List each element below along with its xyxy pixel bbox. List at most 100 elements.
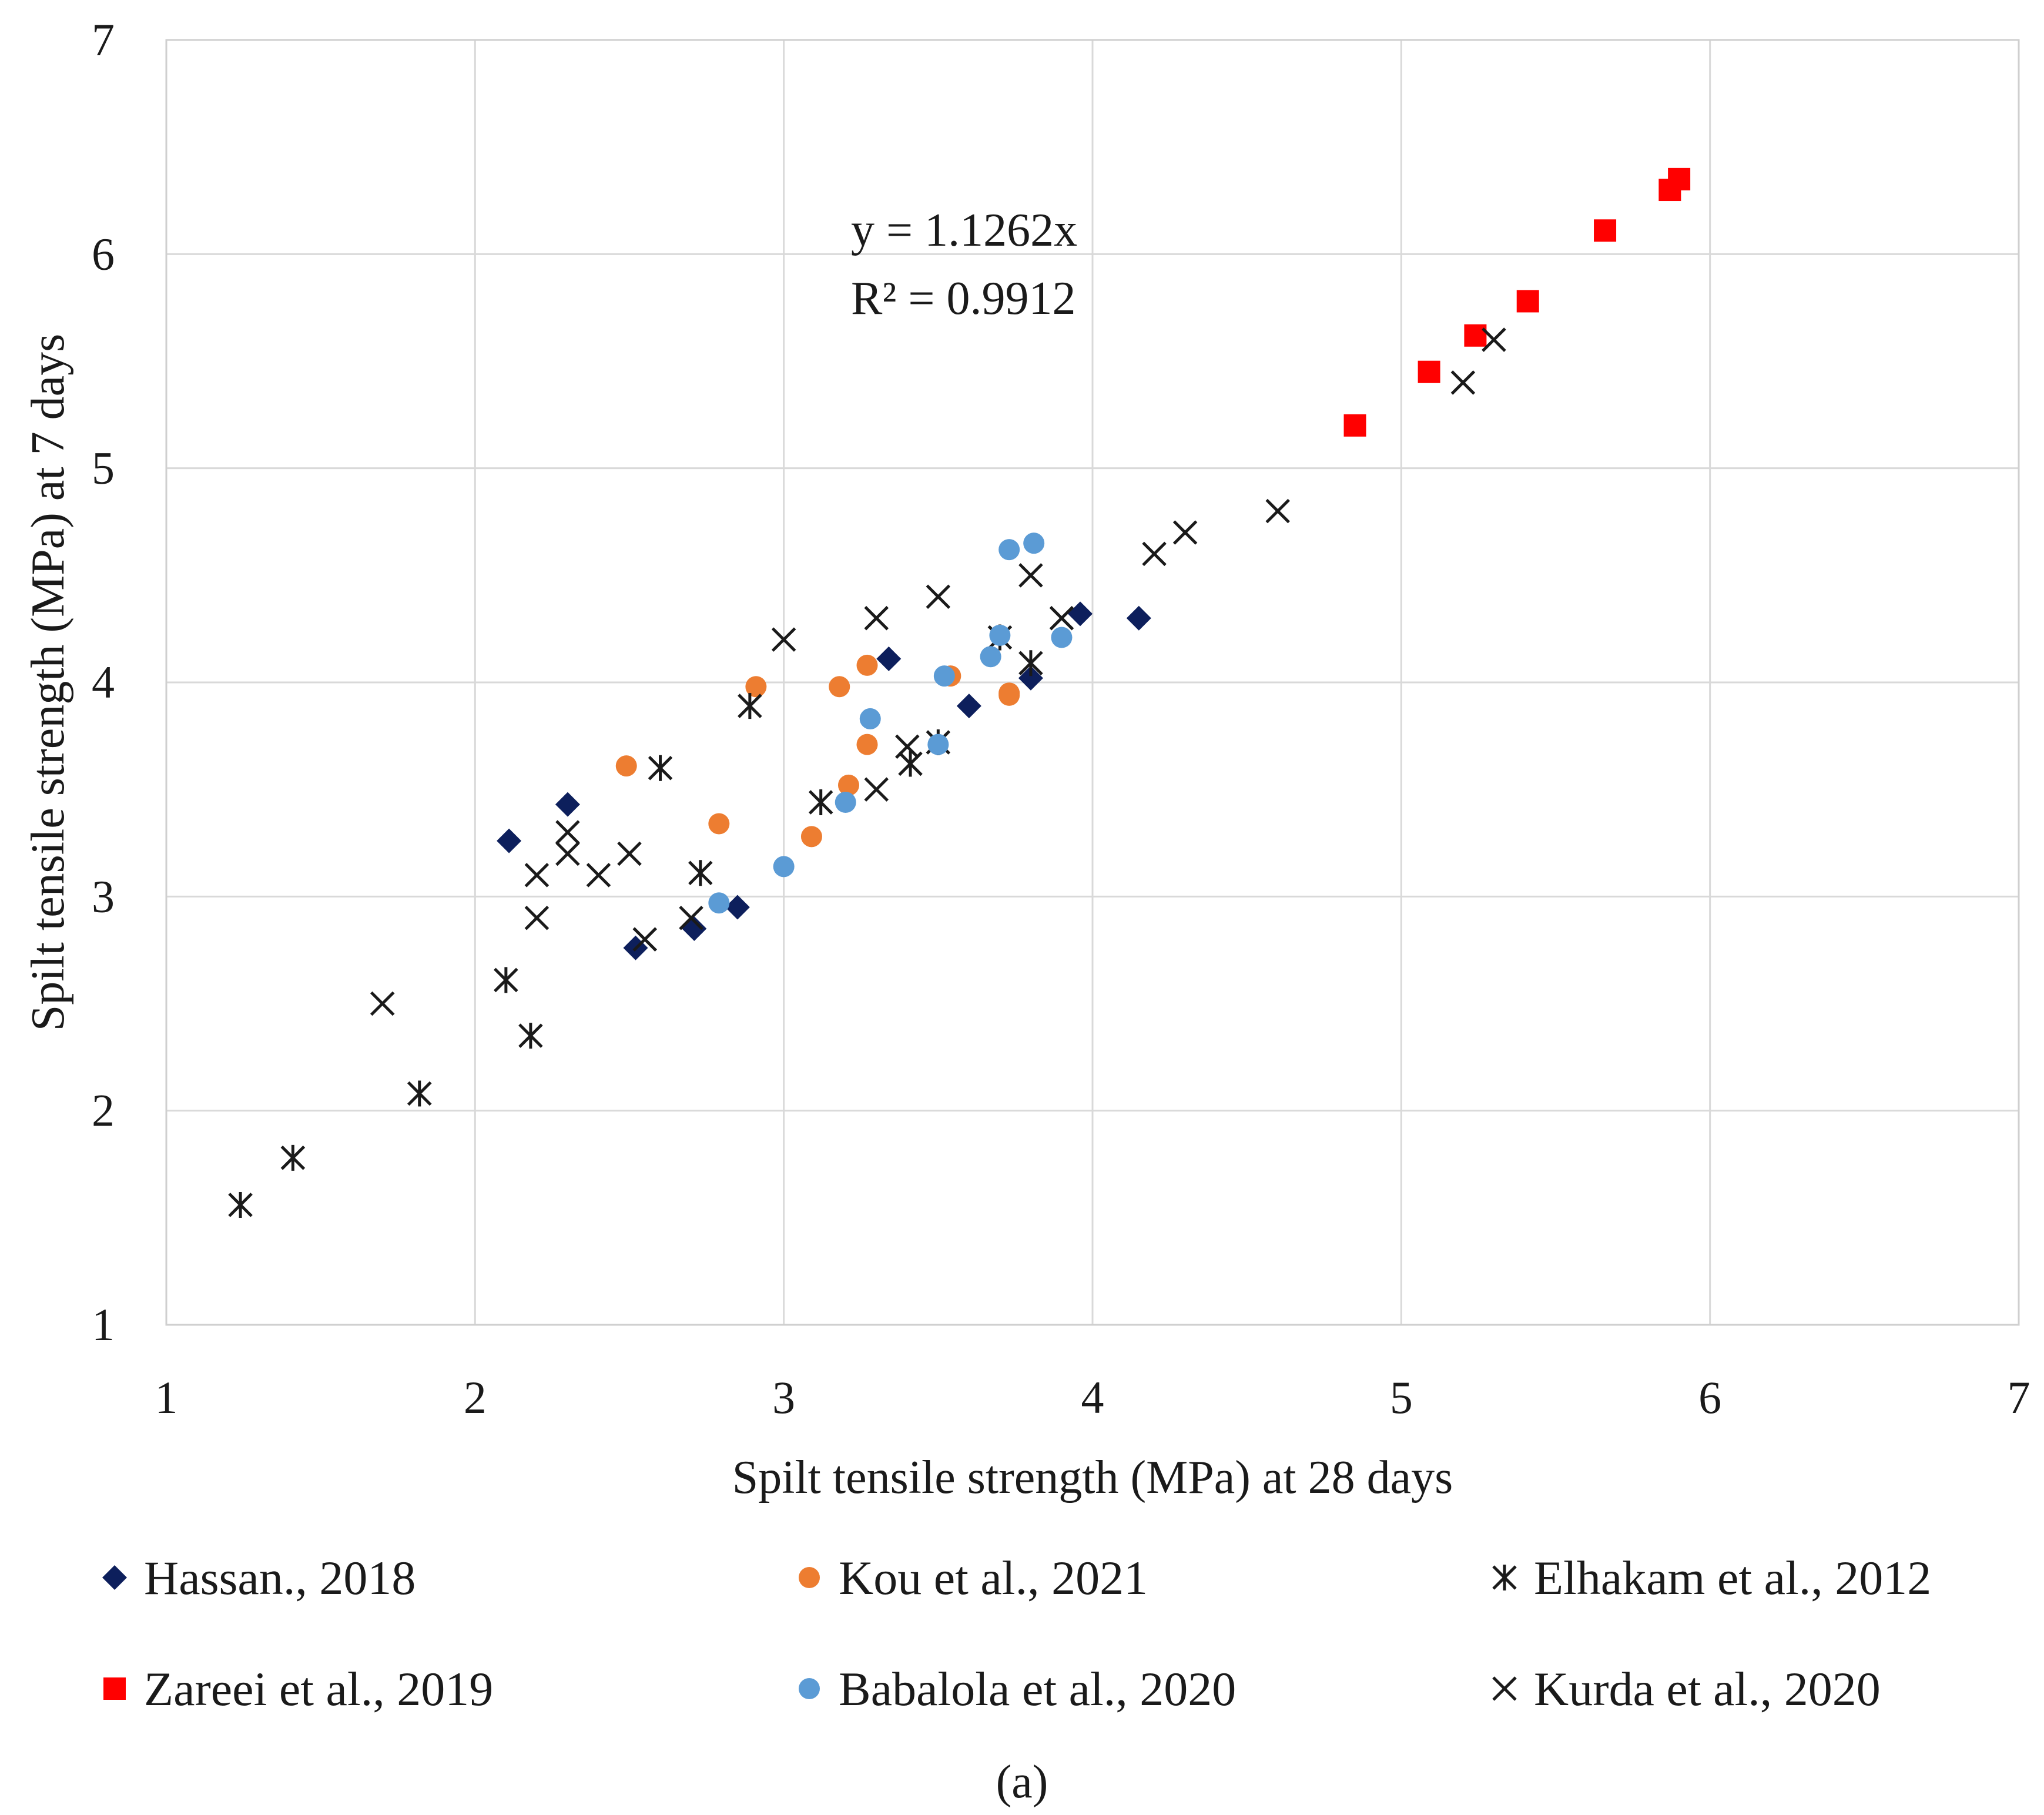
data-point bbox=[586, 863, 611, 888]
data-point bbox=[998, 684, 1020, 706]
x-tick-label: 6 bbox=[1698, 1372, 1721, 1423]
data-point bbox=[1142, 541, 1167, 567]
data-point bbox=[829, 676, 850, 698]
data-point bbox=[837, 774, 859, 796]
legend-item: Kurda et al., 2020 bbox=[1492, 1662, 1881, 1716]
data-point bbox=[933, 665, 955, 687]
data-point bbox=[518, 1023, 543, 1049]
data-point bbox=[1450, 370, 1476, 395]
data-point bbox=[1049, 605, 1074, 631]
data-point bbox=[524, 905, 549, 930]
data-point bbox=[688, 860, 713, 886]
series-3 bbox=[1343, 168, 1691, 437]
data-point bbox=[228, 1191, 253, 1218]
figure-caption: (a) bbox=[996, 1756, 1048, 1808]
legend-label: Kou et al., 2021 bbox=[839, 1551, 1148, 1605]
series-0 bbox=[497, 601, 1151, 960]
data-point bbox=[1516, 290, 1539, 313]
x-tick-label: 1 bbox=[155, 1372, 178, 1423]
data-point bbox=[1464, 324, 1487, 347]
y-axis-label: Spilt tensile strength (MPa) at 7 days bbox=[22, 334, 74, 1032]
data-point bbox=[771, 627, 796, 652]
y-tick-label: 6 bbox=[92, 228, 115, 279]
legend-marker bbox=[1492, 1565, 1517, 1590]
x-axis-ticks: 1 2 3 4 5 6 7 bbox=[155, 1372, 2030, 1423]
data-point bbox=[876, 646, 902, 671]
data-point bbox=[1343, 414, 1366, 437]
legend-marker bbox=[799, 1567, 820, 1588]
legend-item: Kou et al., 2021 bbox=[799, 1551, 1148, 1605]
data-point bbox=[800, 826, 822, 848]
data-point bbox=[615, 755, 637, 777]
data-point bbox=[1265, 498, 1290, 524]
y-tick-label: 4 bbox=[92, 657, 115, 708]
legend-label: Elhakam et al., 2012 bbox=[1534, 1551, 1931, 1605]
legend-item: Babalola et al., 2020 bbox=[799, 1662, 1236, 1716]
data-point bbox=[859, 708, 881, 729]
data-point bbox=[494, 967, 518, 993]
data-point bbox=[648, 755, 673, 781]
data-point bbox=[725, 895, 750, 920]
data-point bbox=[555, 792, 580, 817]
data-point bbox=[898, 751, 923, 777]
legend-label: Hassan., 2018 bbox=[144, 1551, 415, 1605]
data-point bbox=[1051, 627, 1073, 648]
data-point bbox=[856, 734, 878, 755]
legend-item: Zareei et al., 2019 bbox=[103, 1662, 493, 1716]
data-point bbox=[773, 856, 795, 878]
data-point bbox=[280, 1144, 306, 1171]
x-tick-label: 5 bbox=[1390, 1372, 1413, 1423]
x-tick-label: 3 bbox=[772, 1372, 795, 1423]
data-point bbox=[497, 828, 522, 853]
data-point bbox=[1172, 520, 1198, 545]
data-point bbox=[1018, 665, 1043, 691]
data-point bbox=[708, 892, 730, 914]
data-point bbox=[1668, 168, 1691, 190]
data-point bbox=[632, 927, 658, 952]
series-2 bbox=[228, 624, 1043, 1218]
data-point bbox=[1482, 327, 1506, 352]
trendline-equation: y = 1.1262x R² = 0.9912 bbox=[851, 205, 1077, 324]
data-point bbox=[1023, 533, 1045, 554]
data-point bbox=[895, 734, 920, 759]
data-points bbox=[228, 168, 1691, 1218]
data-point bbox=[407, 1080, 432, 1107]
trendline-r2-text: R² = 0.9912 bbox=[851, 273, 1075, 324]
data-point bbox=[1018, 650, 1043, 677]
legend-label: Babalola et al., 2020 bbox=[839, 1662, 1236, 1716]
legend-marker bbox=[102, 1565, 127, 1590]
x-axis-label: Spilt tensile strength (MPa) at 28 days bbox=[732, 1452, 1453, 1503]
data-point bbox=[808, 789, 833, 816]
data-point bbox=[555, 820, 580, 845]
y-axis-ticks: 1 2 3 4 5 6 7 bbox=[92, 14, 115, 1350]
legend-label: Zareei et al., 2019 bbox=[144, 1662, 493, 1716]
y-tick-label: 5 bbox=[92, 443, 115, 494]
series-1 bbox=[615, 654, 1020, 848]
legend-marker bbox=[799, 1678, 820, 1699]
data-point bbox=[1418, 360, 1440, 383]
x-tick-label: 2 bbox=[464, 1372, 487, 1423]
data-point bbox=[927, 734, 949, 755]
data-point bbox=[980, 646, 1001, 668]
series-5 bbox=[370, 327, 1506, 1016]
data-point bbox=[1594, 219, 1617, 242]
x-tick-label: 7 bbox=[2008, 1372, 2030, 1423]
data-point bbox=[989, 624, 1011, 646]
data-point bbox=[856, 654, 878, 676]
plot-area-border bbox=[165, 39, 2020, 1326]
data-point bbox=[708, 813, 730, 835]
legend-item: Hassan., 2018 bbox=[102, 1551, 415, 1605]
y-tick-label: 2 bbox=[92, 1085, 115, 1136]
data-point bbox=[864, 605, 889, 631]
data-point bbox=[926, 584, 951, 610]
data-point bbox=[617, 841, 642, 866]
legend-marker bbox=[1492, 1676, 1517, 1701]
y-tick-label: 3 bbox=[92, 870, 115, 922]
data-point bbox=[1126, 605, 1151, 631]
data-point bbox=[1067, 601, 1093, 627]
legend-marker bbox=[103, 1677, 126, 1700]
y-tick-label: 1 bbox=[92, 1299, 115, 1350]
legend-item: Elhakam et al., 2012 bbox=[1492, 1551, 1931, 1605]
x-tick-label: 4 bbox=[1081, 1372, 1104, 1423]
